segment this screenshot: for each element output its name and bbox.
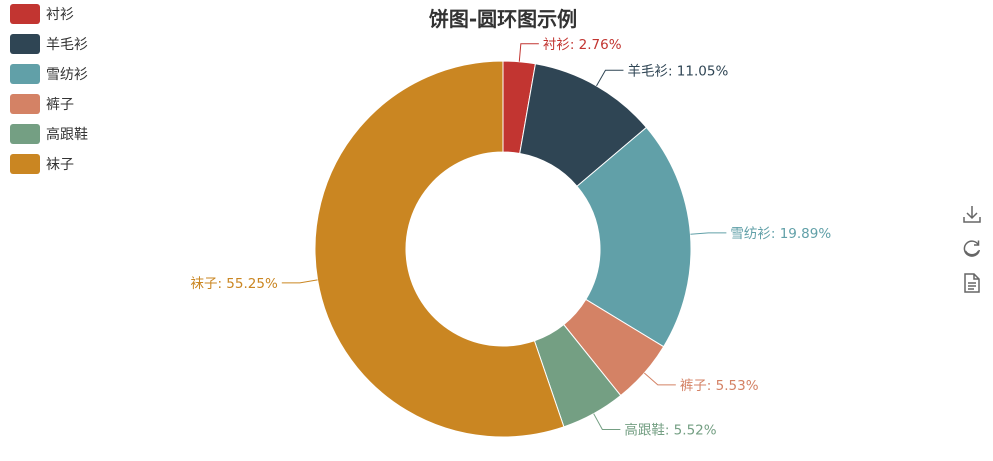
legend-item[interactable]: 衬衫 bbox=[10, 4, 74, 24]
slice-3[interactable] bbox=[576, 126, 692, 348]
slice-label: 高跟鞋: 5.52% bbox=[624, 421, 716, 438]
restore-button[interactable] bbox=[961, 237, 983, 259]
chart-title: 饼图-圆环图示例 bbox=[429, 7, 577, 31]
label-leader-line bbox=[643, 372, 676, 386]
legend-label: 高跟鞋 bbox=[46, 126, 88, 143]
data-view-button[interactable] bbox=[961, 271, 983, 293]
label-leader-line bbox=[596, 69, 624, 87]
slice-label: 羊毛衫: 11.05% bbox=[627, 63, 728, 79]
slice-label: 袜子: 55.25% bbox=[190, 276, 277, 292]
refresh-icon bbox=[963, 240, 981, 257]
toolbox bbox=[961, 203, 983, 293]
label-leader-line bbox=[593, 413, 621, 430]
legend-swatch bbox=[10, 4, 40, 24]
legend-label: 袜子 bbox=[46, 157, 74, 173]
legend-item[interactable]: 高跟鞋 bbox=[10, 124, 88, 144]
donut-slices bbox=[314, 60, 692, 438]
legend-label: 衬衫 bbox=[46, 7, 74, 23]
legend-swatch bbox=[10, 64, 40, 84]
legend-item[interactable]: 裤子 bbox=[10, 94, 74, 114]
label-leader-line bbox=[690, 232, 727, 235]
legend-item[interactable]: 雪纺衫 bbox=[10, 64, 88, 84]
save-as-image-button[interactable] bbox=[961, 203, 983, 225]
slice-label: 衬衫: 2.76% bbox=[543, 37, 622, 53]
legend-label: 羊毛衫 bbox=[46, 37, 88, 53]
legend-swatch bbox=[10, 34, 40, 54]
slice-label: 裤子: 5.53% bbox=[680, 378, 759, 394]
label-leader-line bbox=[281, 279, 318, 284]
legend-swatch bbox=[10, 124, 40, 144]
legend-label: 雪纺衫 bbox=[46, 67, 88, 83]
legend-swatch bbox=[10, 154, 40, 174]
slice-labels: 衬衫: 2.76% 羊毛衫: 11.05% 雪纺衫: 19.89% 裤子: 5.53%… bbox=[190, 37, 831, 439]
legend-item[interactable]: 羊毛衫 bbox=[10, 34, 88, 54]
document-icon bbox=[964, 273, 980, 293]
legend-item[interactable]: 袜子 bbox=[10, 154, 74, 174]
legend-label: 裤子 bbox=[46, 97, 74, 113]
slice-6[interactable] bbox=[314, 60, 565, 438]
slice-label: 雪纺衫: 19.89% bbox=[730, 226, 831, 242]
download-icon bbox=[963, 206, 981, 223]
legend-swatch bbox=[10, 94, 40, 114]
label-leader-line bbox=[518, 43, 539, 62]
